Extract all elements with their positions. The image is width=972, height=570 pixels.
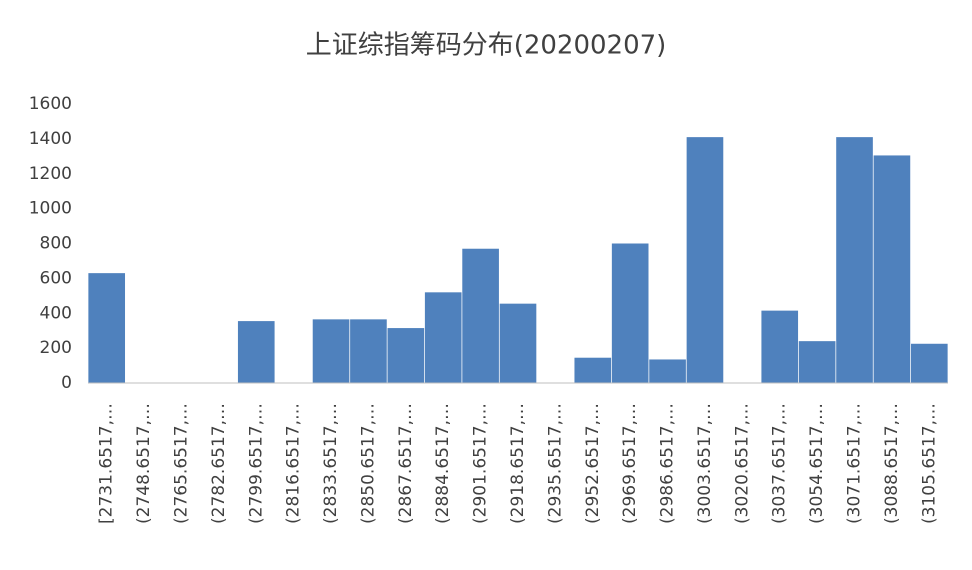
- bar: [350, 319, 387, 383]
- y-tick-label: 800: [40, 234, 72, 254]
- bar: [88, 273, 126, 383]
- x-tick-label: [2731.6517,…: [97, 403, 117, 524]
- x-tick-label: (2867.6517,…: [396, 403, 416, 524]
- x-tick-label: (2765.6517,…: [171, 403, 191, 524]
- x-tick-label: (2748.6517,…: [134, 403, 154, 524]
- x-tick-label: (3054.6517,…: [807, 403, 827, 524]
- y-tick-label: 1000: [29, 199, 72, 219]
- y-tick-label: 1200: [29, 164, 72, 184]
- bar: [387, 328, 425, 383]
- bar: [574, 357, 612, 383]
- x-tick-label: (2833.6517,…: [321, 403, 341, 524]
- x-tick-label: (2782.6517,…: [209, 403, 229, 524]
- x-tick-label: (2935.6517,…: [545, 403, 565, 524]
- x-tick-label: (2799.6517,…: [246, 403, 266, 524]
- x-tick-label: (3088.6517,…: [882, 403, 902, 524]
- bar: [836, 137, 873, 383]
- y-tick-label: 1400: [29, 129, 72, 149]
- bar: [312, 319, 350, 383]
- y-tick-label: 200: [40, 338, 72, 358]
- bar: [649, 359, 686, 383]
- x-tick-label: (3071.6517,…: [845, 403, 865, 524]
- x-tick-label: (2850.6517,…: [358, 403, 378, 524]
- x-tick-label: (2918.6517,…: [508, 403, 528, 524]
- bar: [611, 243, 649, 383]
- x-tick-label: (2969.6517,…: [620, 403, 640, 524]
- bar: [462, 248, 499, 383]
- x-tick-label: (3020.6517,…: [732, 403, 752, 524]
- bar: [424, 292, 462, 383]
- bar: [761, 310, 799, 383]
- bar: [873, 155, 911, 383]
- x-tick-label: (2884.6517,…: [433, 403, 453, 524]
- bar: [910, 343, 948, 383]
- x-tick-label: (2901.6517,…: [471, 403, 491, 524]
- bar: [237, 321, 275, 383]
- chart-title: 上证综指筹码分布(20200207): [306, 31, 667, 61]
- bar: [499, 303, 537, 383]
- y-tick-label: 400: [40, 303, 72, 323]
- x-tick-label: (3105.6517,…: [919, 403, 939, 524]
- x-tick-label: (2986.6517,…: [658, 403, 678, 524]
- y-tick-label: 0: [61, 373, 72, 393]
- x-tick-label: (3037.6517,…: [770, 403, 790, 524]
- bar: [798, 341, 836, 383]
- y-tick-label: 600: [40, 268, 72, 288]
- x-tick-label: (2952.6517,…: [583, 403, 603, 524]
- y-tick-label: 1600: [29, 94, 72, 114]
- x-tick-label: (3003.6517,…: [695, 403, 715, 524]
- x-tick-label: (2816.6517,…: [284, 403, 304, 524]
- bar: [686, 137, 724, 383]
